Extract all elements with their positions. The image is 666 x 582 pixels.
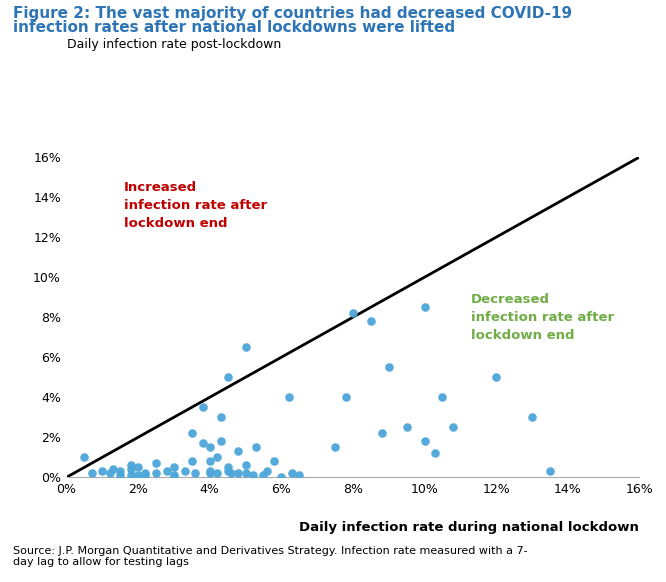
Point [215, 436, 226, 446]
Point [248, 471, 258, 480]
Point [197, 439, 208, 448]
Point [204, 469, 215, 478]
Point [204, 442, 215, 452]
Point [384, 363, 394, 372]
Point [97, 467, 108, 476]
Point [262, 467, 272, 476]
Point [294, 471, 304, 480]
Point [133, 471, 144, 480]
Point [376, 428, 387, 438]
Point [233, 446, 244, 456]
Point [105, 469, 115, 478]
Point [258, 471, 269, 480]
Point [430, 449, 441, 458]
Point [162, 467, 172, 476]
Point [126, 460, 137, 470]
Text: Decreased
infection rate after
lockdown end: Decreased infection rate after lockdown … [471, 293, 614, 342]
Text: Source: J.P. Morgan Quantitative and Derivatives Strategy. Infection rate measur: Source: J.P. Morgan Quantitative and Der… [13, 546, 528, 567]
Point [420, 436, 430, 446]
Point [240, 469, 251, 478]
Point [448, 423, 458, 432]
Point [186, 428, 197, 438]
Point [545, 467, 555, 476]
Point [222, 467, 233, 476]
Point [151, 459, 161, 468]
Point [420, 303, 430, 312]
Point [491, 372, 501, 382]
Point [212, 469, 222, 478]
Point [126, 471, 137, 480]
Point [133, 463, 144, 472]
Point [108, 464, 119, 474]
Point [186, 456, 197, 466]
Point [126, 464, 137, 474]
Text: Increased
infection rate after
lockdown end: Increased infection rate after lockdown … [124, 181, 267, 230]
Text: Figure 2: The vast majority of countries had decreased COVID-19: Figure 2: The vast majority of countries… [13, 6, 573, 21]
Text: Daily infection rate during national lockdown: Daily infection rate during national loc… [300, 521, 639, 534]
Point [437, 392, 448, 402]
Point [204, 456, 215, 466]
Point [251, 442, 262, 452]
Point [269, 456, 280, 466]
Point [140, 471, 151, 480]
Point [330, 442, 340, 452]
Point [366, 317, 376, 326]
Point [79, 453, 90, 462]
Point [215, 413, 226, 422]
Point [168, 463, 179, 472]
Point [168, 473, 179, 482]
Point [179, 467, 190, 476]
Point [204, 467, 215, 476]
Text: Daily infection rate post-lockdown: Daily infection rate post-lockdown [67, 38, 281, 51]
Point [151, 469, 161, 478]
Point [402, 423, 412, 432]
Point [115, 471, 126, 480]
Point [222, 372, 233, 382]
Point [212, 453, 222, 462]
Point [87, 469, 97, 478]
Point [276, 473, 286, 482]
Point [115, 467, 126, 476]
Point [240, 343, 251, 352]
Point [340, 392, 351, 402]
Point [222, 463, 233, 472]
Text: infection rates after national lockdowns were lifted: infection rates after national lockdowns… [13, 20, 456, 36]
Point [226, 469, 236, 478]
Point [240, 460, 251, 470]
Point [140, 469, 151, 478]
Point [168, 471, 179, 480]
Point [283, 392, 294, 402]
Point [287, 469, 298, 478]
Point [233, 469, 244, 478]
Point [527, 413, 537, 422]
Point [197, 403, 208, 412]
Point [190, 469, 201, 478]
Point [348, 308, 358, 318]
